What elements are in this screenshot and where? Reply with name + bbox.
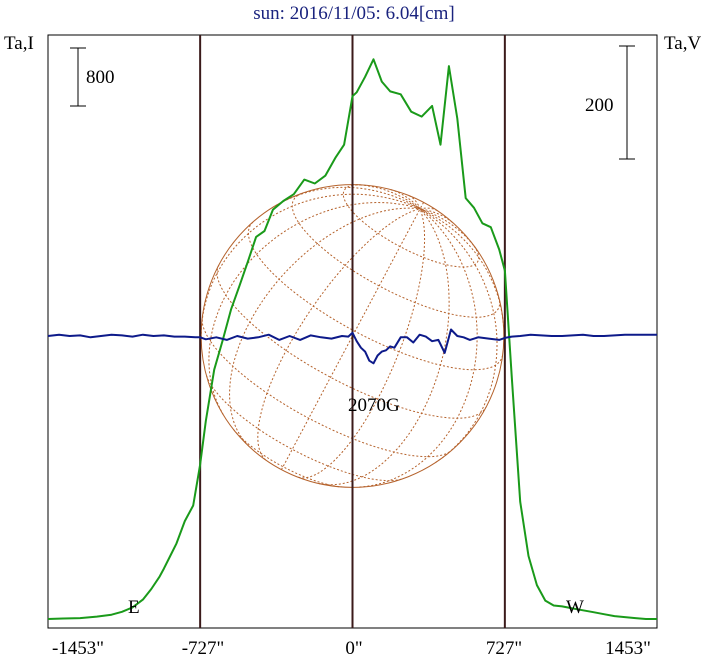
- longitude-line: [298, 208, 426, 479]
- west-limb-label: W: [566, 597, 584, 618]
- chart-title: sun: 2016/11/05: 6.04[cm]: [253, 3, 455, 24]
- longitude-line: [281, 208, 421, 470]
- x-tick-label: 727": [485, 638, 523, 659]
- x-tick-label: 1453": [605, 638, 651, 659]
- intensity-series-line: [47, 58, 657, 620]
- left-scale-bar-label: 800: [86, 67, 115, 88]
- polarization-series-line: [47, 328, 657, 365]
- right-axis-label: Ta,V: [664, 33, 702, 54]
- latitude-line: [247, 221, 504, 371]
- longitude-line: [419, 202, 424, 210]
- east-limb-label: E: [128, 597, 140, 618]
- x-tick-label: -1453": [51, 638, 105, 659]
- latitude-line: [206, 375, 402, 482]
- right-scale-bar-label: 200: [585, 95, 614, 116]
- longitude-line: [359, 208, 478, 488]
- latitude-line: [233, 429, 342, 488]
- x-tick-label: 0": [345, 638, 363, 659]
- longitude-line: [419, 208, 498, 463]
- field-strength-annotation: 2070G: [348, 395, 400, 416]
- longitude-line: [228, 207, 421, 447]
- longitude-line: [420, 208, 453, 223]
- x-tick-label: -727": [181, 638, 225, 659]
- longitude-line: [200, 193, 421, 338]
- longitude-line: [208, 201, 421, 416]
- longitude-line: [318, 208, 450, 486]
- longitude-line: [420, 207, 438, 212]
- longitude-line: [408, 195, 421, 210]
- scale-bars: [70, 45, 635, 160]
- series-lines: [47, 58, 657, 620]
- position-markers: [199, 35, 506, 628]
- latitude-line: [201, 319, 451, 458]
- longitude-line: [257, 208, 421, 461]
- left-axis-label: Ta,I: [4, 33, 34, 54]
